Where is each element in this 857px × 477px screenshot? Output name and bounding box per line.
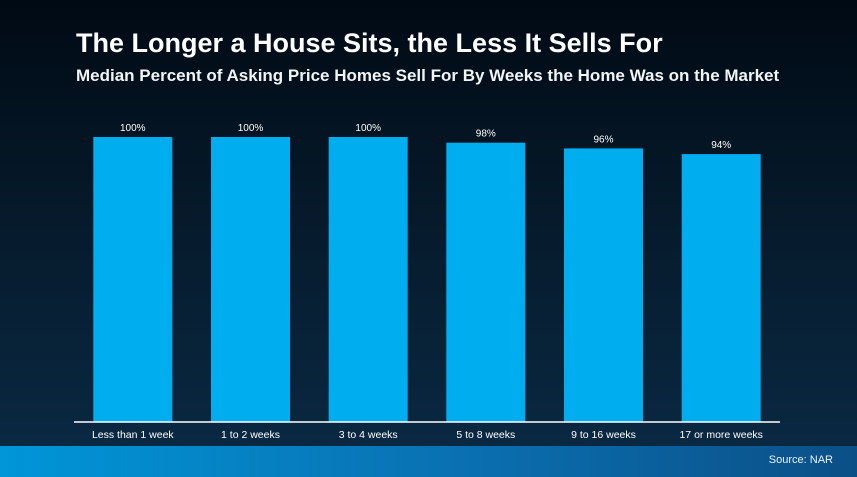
footer-bar: Source: NAR <box>0 446 857 477</box>
x-tick-label: 17 or more weeks <box>679 429 762 441</box>
bar-value-label: 94% <box>711 140 731 151</box>
bar <box>93 137 173 422</box>
bar <box>211 137 290 422</box>
x-tick-label: 5 to 8 weeks <box>456 429 515 441</box>
x-tick-label: 3 to 4 weeks <box>339 429 398 441</box>
bar <box>681 154 761 422</box>
bar-value-label: 100% <box>120 123 146 134</box>
source-label: Source: NAR <box>768 454 833 466</box>
bar-value-label: 100% <box>355 123 381 134</box>
chart-subtitle: Median Percent of Asking Price Homes Sel… <box>76 66 780 85</box>
bar <box>446 142 526 422</box>
bar-value-label: 100% <box>238 123 264 134</box>
bar-value-label: 96% <box>593 134 613 145</box>
bar <box>564 148 643 422</box>
bar <box>328 137 408 422</box>
x-tick-label: 9 to 16 weeks <box>571 429 636 441</box>
bar-value-label: 98% <box>476 129 496 140</box>
x-tick-label: Less than 1 week <box>92 429 174 441</box>
x-tick-label: 1 to 2 weeks <box>221 429 280 441</box>
chart-title: The Longer a House Sits, the Less It Sel… <box>76 28 663 58</box>
